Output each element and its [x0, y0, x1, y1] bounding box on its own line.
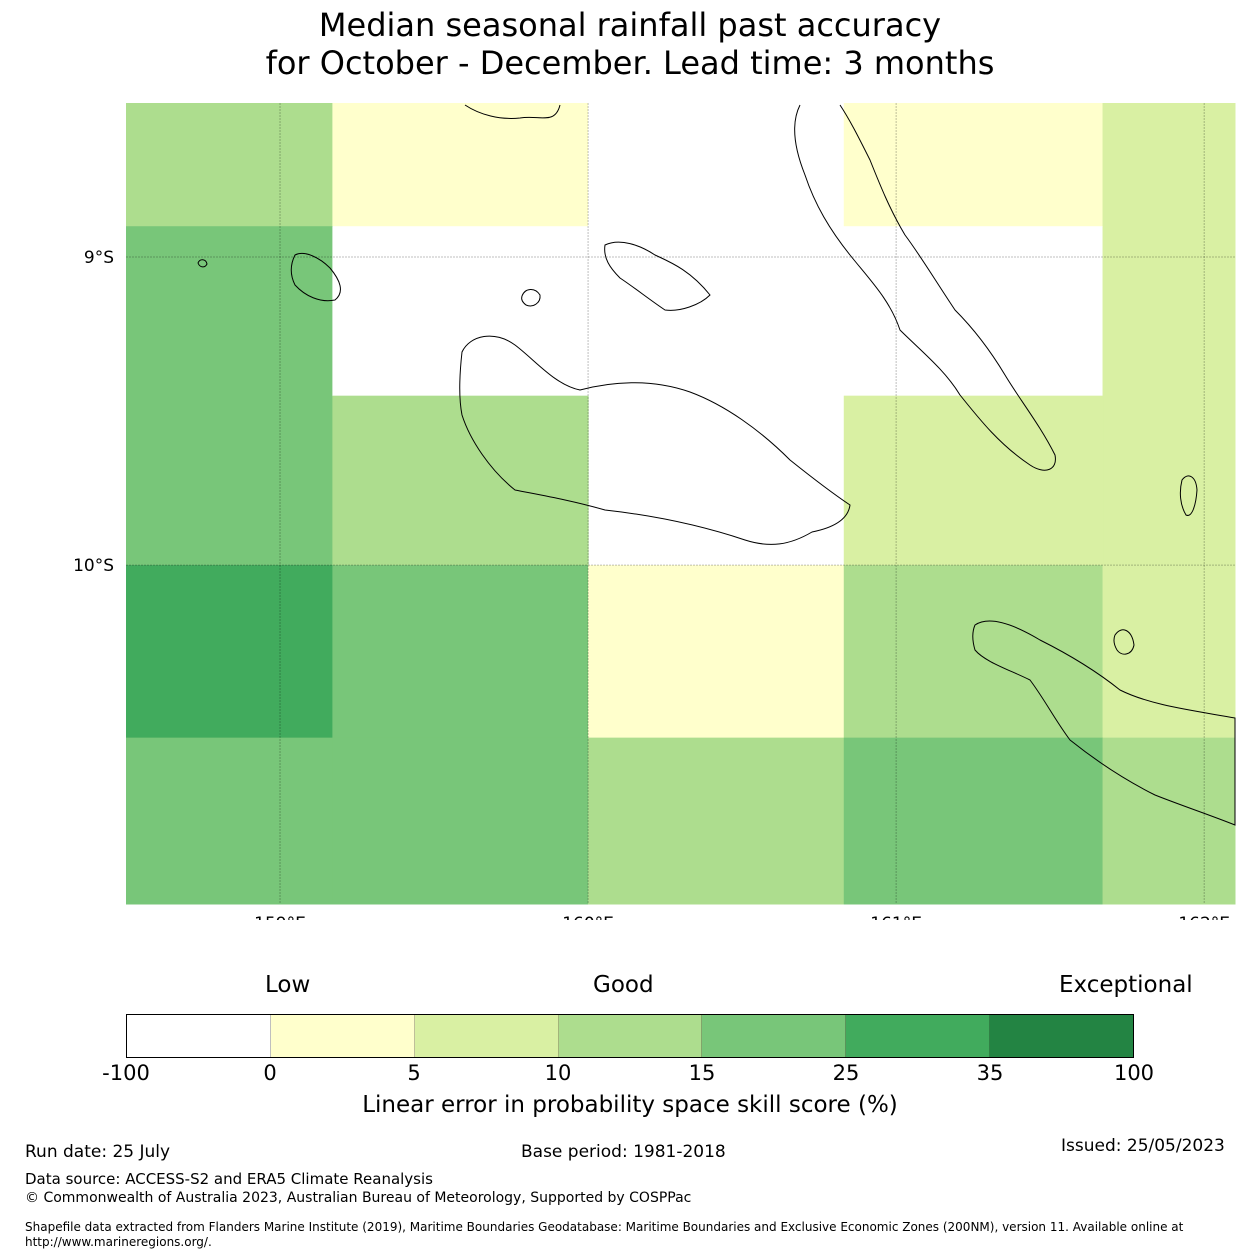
lon-tick-label: 161°E: [870, 914, 922, 920]
coastline-malaita: [794, 104, 1056, 471]
colorbar-word-good: Good: [593, 972, 654, 998]
lon-tick-label: 160°E: [562, 914, 614, 920]
colorbar-tick-label: 10: [544, 1061, 572, 1085]
colorbar-segment: [846, 1015, 991, 1057]
colorbar-segment: [990, 1015, 1134, 1057]
colorbar-tick-label: -100: [102, 1061, 150, 1085]
coastline-guadalcanal: [459, 335, 851, 545]
map-plot: 159°E 160°E 161°E 162°E 9°S 10°S: [73, 103, 1236, 920]
colorbar-segment: [127, 1015, 271, 1057]
colorbar-tick-label: 100: [1113, 1061, 1155, 1085]
coastlines: [197, 104, 1236, 826]
colorbar-tick-label: 35: [976, 1061, 1004, 1085]
colorbar-tick-label: 25: [832, 1061, 860, 1085]
grid-cell: [126, 565, 333, 739]
colorbar-segment: [702, 1015, 847, 1057]
grid-cell: [126, 737, 333, 905]
grid-cell: [126, 103, 333, 227]
coastline-small-island-east: [1179, 475, 1198, 516]
axis-tick-labels: 159°E 160°E 161°E 162°E 9°S 10°S: [73, 248, 1230, 920]
title-line-1: Median seasonal rainfall past accuracy: [318, 6, 942, 44]
colorbar-segment: [558, 1015, 703, 1057]
grid-cell: [332, 103, 589, 227]
coastline-ulawa: [1113, 629, 1135, 655]
coastline-florida-islands: [604, 241, 711, 311]
data-source: Data source: ACCESS-S2 and ERA5 Climate …: [25, 1170, 433, 1188]
grid-cell: [588, 737, 845, 905]
lon-tick-label: 162°E: [1178, 914, 1230, 920]
coastline-russell-islands: [290, 253, 341, 302]
grid-cell: [1102, 565, 1236, 739]
coastline-north-islands: [464, 104, 561, 119]
grid-cell: [1102, 226, 1236, 566]
grid-cell: [843, 103, 1104, 227]
base-period: Base period: 1981-2018: [521, 1142, 726, 1162]
grid-cell: [843, 395, 1104, 566]
grid-cell: [843, 565, 1104, 739]
colorbar-tick-label: 15: [688, 1061, 716, 1085]
grid-cell: [1102, 103, 1236, 227]
graticule: [126, 103, 1235, 904]
grid-cell: [843, 226, 1104, 397]
colorbar-word-exceptional: Exceptional: [1059, 972, 1193, 998]
shapefile-credit: Shapefile data extracted from Flanders M…: [25, 1220, 1184, 1249]
colorbar-segment: [414, 1015, 559, 1057]
grid-cell: [843, 737, 1104, 905]
colorbar-tick-label: 5: [407, 1061, 421, 1085]
colorbar: [126, 1014, 1134, 1058]
grid-cell: [588, 226, 845, 566]
copyright: © Commonwealth of Australia 2023, Austra…: [25, 1190, 692, 1206]
coastline-savo: [521, 289, 541, 307]
lon-tick-label: 159°E: [254, 914, 306, 920]
lat-tick-label: 9°S: [84, 248, 114, 268]
colorbar-tick-label: 0: [263, 1061, 277, 1085]
coastline-makira: [972, 620, 1236, 826]
grid-cell: [332, 395, 589, 566]
grid-cell: [126, 226, 333, 566]
title-line-2: for October - December. Lead time: 3 mon…: [265, 44, 995, 82]
run-date: Run date: 25 July: [25, 1142, 171, 1162]
grid-cell: [588, 565, 845, 739]
colorbar-label: Linear error in probability space skill …: [362, 1092, 898, 1118]
skill-grid: [126, 103, 1236, 905]
lat-tick-label: 10°S: [73, 556, 114, 576]
grid-cell: [332, 565, 589, 739]
chart-title: Median seasonal rainfall past accuracy f…: [0, 6, 1260, 82]
colorbar-segment: [270, 1015, 415, 1057]
colorbar-word-low: Low: [265, 972, 311, 998]
grid-cell: [1102, 737, 1236, 905]
issued-date: Issued: 25/05/2023: [1061, 1136, 1225, 1156]
grid-cell: [588, 103, 845, 227]
grid-cell: [332, 737, 589, 905]
coastline-small-islet-west: [197, 259, 208, 268]
